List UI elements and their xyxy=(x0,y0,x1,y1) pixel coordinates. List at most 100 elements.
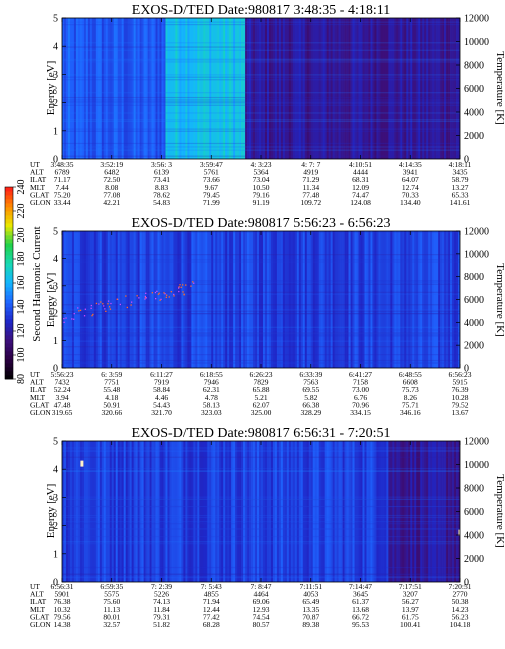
spectrogram-column xyxy=(450,18,453,159)
spectrogram-column xyxy=(350,441,353,582)
spectrogram-column xyxy=(364,441,367,582)
spectrogram-column xyxy=(247,441,250,582)
spectrogram-column xyxy=(111,441,115,582)
spectrogram-dot xyxy=(65,317,67,319)
spectrogram-row xyxy=(62,120,460,123)
spectrogram-dot xyxy=(170,291,172,293)
spectrogram-column xyxy=(207,441,210,582)
panel-2-y2label: Temperature [K] xyxy=(494,263,505,336)
spectrogram-column xyxy=(352,231,355,368)
table-cell: 72.50 xyxy=(103,175,120,184)
colorbar-cell xyxy=(5,283,13,288)
spectrogram-column xyxy=(193,18,196,159)
spectrogram-column xyxy=(316,18,320,159)
spectrogram-column xyxy=(213,18,216,159)
spectrogram-column xyxy=(352,18,355,159)
table-cell: 7.44 xyxy=(55,183,68,192)
table-cell: 3435 xyxy=(453,168,468,177)
table-cell: 346.16 xyxy=(400,408,421,417)
spectrogram-column xyxy=(400,441,403,582)
spectrogram-column xyxy=(414,231,417,368)
table-cell: 7946 xyxy=(204,378,219,387)
table-cell: 141.61 xyxy=(450,198,471,207)
y-tick-label: 4 xyxy=(53,254,58,265)
y2-tick-label: 6000 xyxy=(464,84,484,95)
spectrogram-column xyxy=(438,18,441,159)
spectrogram-row xyxy=(62,362,460,364)
spectrogram-column xyxy=(245,441,248,582)
table-cell: 61.75 xyxy=(402,612,419,621)
spectrogram-column xyxy=(235,441,238,582)
table-cell: 71.99 xyxy=(203,198,220,207)
spectrogram-row xyxy=(62,528,460,530)
table-cell: 124.08 xyxy=(350,198,371,207)
table-cell: 4444 xyxy=(353,168,368,177)
spectrogram-column xyxy=(370,441,373,582)
spectrogram-column xyxy=(352,441,355,582)
table-cell: 5:56:23 xyxy=(51,370,74,379)
spectrogram-column xyxy=(358,441,361,582)
table-cell: 65.33 xyxy=(452,190,469,199)
spectrogram-column xyxy=(362,231,365,368)
spectrogram-dot xyxy=(157,293,160,295)
spectrogram-column xyxy=(390,441,393,582)
table-cell: 79.45 xyxy=(203,190,220,199)
spectrogram-row xyxy=(62,293,460,295)
table-cell: 71.17 xyxy=(54,175,71,184)
y2-tick-label: 10000 xyxy=(464,37,489,48)
colorbar-cell xyxy=(5,187,13,192)
spectrogram-row xyxy=(62,21,460,23)
spectrogram-column xyxy=(121,231,125,368)
spectrogram-column xyxy=(157,231,160,368)
spectrogram-column xyxy=(280,18,284,159)
spectrogram-row xyxy=(62,575,460,578)
spectrogram-column xyxy=(376,441,379,582)
table-cell: 5.21 xyxy=(254,393,267,402)
table-cell: 13.68 xyxy=(352,605,369,614)
spectrogram-column xyxy=(185,18,188,159)
spectrogram-column xyxy=(127,18,131,159)
y-tick-label: 4 xyxy=(53,42,58,53)
spectrogram-column xyxy=(346,18,349,159)
spectrogram-dot xyxy=(90,304,92,307)
y2-tick-label: 8000 xyxy=(464,272,484,283)
spectrogram-column xyxy=(85,18,89,159)
spectrogram-column xyxy=(189,441,192,582)
spectrogram-column xyxy=(446,231,449,368)
spectrogram-column xyxy=(87,441,91,582)
table-cell: 32.57 xyxy=(103,620,120,629)
spectrogram-column xyxy=(261,231,264,368)
spectrogram-column xyxy=(302,441,306,582)
table-cell: 5915 xyxy=(453,378,468,387)
spectrogram-row xyxy=(62,259,460,261)
spectrogram-column xyxy=(119,18,123,159)
y2-tick-label: 4000 xyxy=(464,108,484,119)
spectrogram-column xyxy=(394,231,397,368)
table-cell: 77.08 xyxy=(103,190,120,199)
spectrogram-dot xyxy=(63,318,65,320)
colorbar-tick-label: 120 xyxy=(16,324,27,339)
spectrogram-column xyxy=(249,441,252,582)
spectrogram-column xyxy=(131,231,134,368)
colorbar-cell xyxy=(5,195,13,200)
spectrogram-column xyxy=(257,441,260,582)
spectrogram-column xyxy=(314,441,318,582)
table-cell: 7:17:51 xyxy=(399,582,422,591)
spectrogram-column xyxy=(384,441,387,582)
colorbar-cell xyxy=(5,203,13,208)
spectrogram-row xyxy=(62,313,460,315)
spectrogram-column xyxy=(406,231,409,368)
y2-tick-label: 10000 xyxy=(464,460,489,471)
colorbar-cell xyxy=(5,267,13,272)
spectrogram-column xyxy=(394,441,397,582)
spectrogram-column xyxy=(392,18,395,159)
panel-1-axes: 0 1 2 3 4 5 0 2000 4000 6000 8000 10000 12000 xyxy=(53,14,489,166)
spectrogram-column xyxy=(225,18,228,159)
spectrogram-column xyxy=(145,18,148,159)
spectrogram-dot xyxy=(104,308,106,310)
spectrogram-column xyxy=(316,231,320,368)
spectrogram-row xyxy=(62,447,460,449)
spectrogram-column xyxy=(91,18,95,159)
panel-3-spectrogram xyxy=(62,441,460,582)
spectrogram-dot xyxy=(192,281,194,283)
